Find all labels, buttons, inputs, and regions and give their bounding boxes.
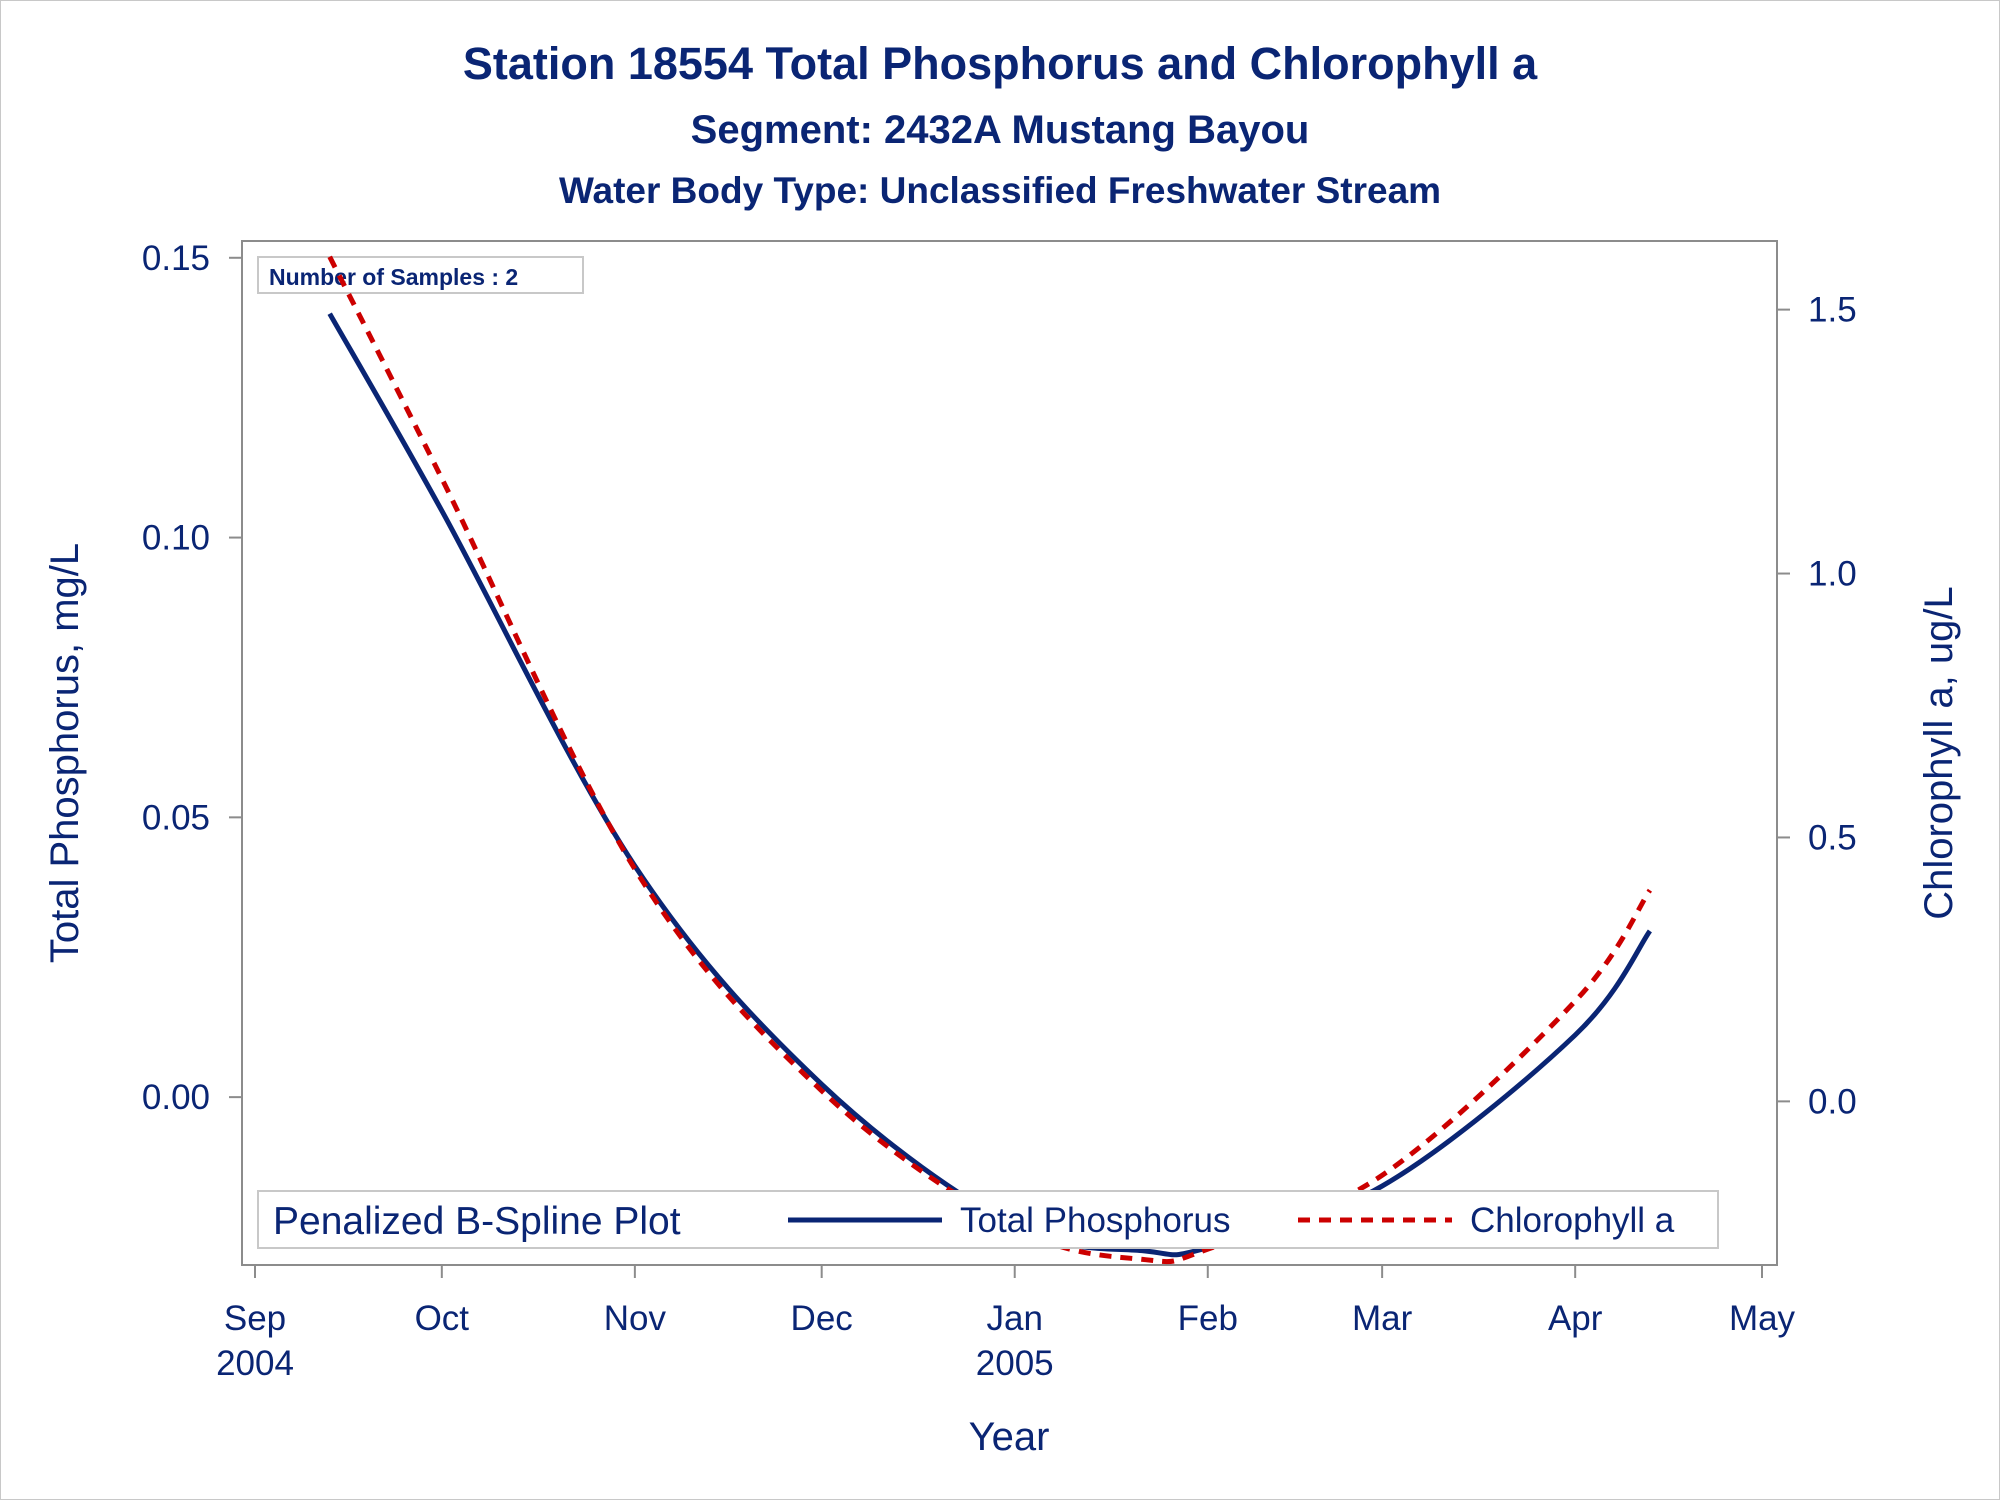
x-tick-year-label: 2005	[976, 1344, 1054, 1383]
plot-frame	[241, 240, 1778, 1266]
legend: Penalized B-Spline Plot Total Phosphorus…	[257, 1190, 1719, 1249]
y2-tick-label: 1.0	[1808, 555, 1857, 594]
x-tick-label: Feb	[1178, 1299, 1238, 1338]
x-tick-label: May	[1729, 1299, 1796, 1338]
x-tick-label: Dec	[791, 1299, 853, 1338]
series-line-chlorophyll-a	[327, 255, 1652, 1265]
x-tick-label: Mar	[1352, 1299, 1413, 1338]
series-line-total-phosphorus	[327, 312, 1652, 1258]
x-tick-year-label: 2004	[216, 1344, 294, 1383]
chart-title: Station 18554 Total Phosphorus and Chlor…	[462, 38, 1538, 89]
axes: Sep 2004 Oct Nov Dec Jan 2005 Feb Mar Apr May 0.15 0…	[43, 239, 1961, 1459]
x-axis-title: Year	[969, 1415, 1050, 1459]
y2-tick-label: 1.5	[1808, 291, 1857, 330]
inset-box-frame	[257, 256, 584, 294]
y2-tick-label: 0.0	[1808, 1082, 1857, 1121]
y-tick-label: 0.15	[142, 239, 210, 278]
chart-subtitle-water-body: Water Body Type: Unclassified Freshwater…	[558, 170, 1442, 211]
series-lines	[327, 255, 1652, 1265]
legend-title: Penalized B-Spline Plot	[273, 1200, 681, 1243]
legend-label-total-phosphorus: Total Phosphorus	[960, 1201, 1230, 1240]
x-tick-label: Oct	[415, 1299, 470, 1338]
y2-axis-title: Chlorophyll a, ug/L	[1917, 586, 1961, 920]
chart-subtitle-segment: Segment: 2432A Mustang Bayou	[690, 108, 1310, 152]
inset-box: Number of Samples : 2	[257, 256, 584, 294]
y-tick-label: 0.10	[142, 519, 210, 558]
legend-box	[257, 1190, 1719, 1249]
y-tick-label: 0.05	[142, 798, 210, 837]
y2-tick-label: 0.5	[1808, 818, 1857, 857]
inset-sample-count: Number of Samples : 2	[269, 264, 518, 290]
legend-label-chlorophyll-a: Chlorophyll a	[1470, 1201, 1675, 1240]
x-tick-label: Sep	[224, 1299, 286, 1338]
x-tick-label: Apr	[1548, 1299, 1603, 1338]
y-axis-title: Total Phosphorus, mg/L	[43, 543, 87, 963]
y-tick-label: 0.00	[142, 1078, 210, 1117]
x-tick-label: Jan	[987, 1299, 1043, 1338]
x-tick-label: Nov	[604, 1299, 667, 1338]
